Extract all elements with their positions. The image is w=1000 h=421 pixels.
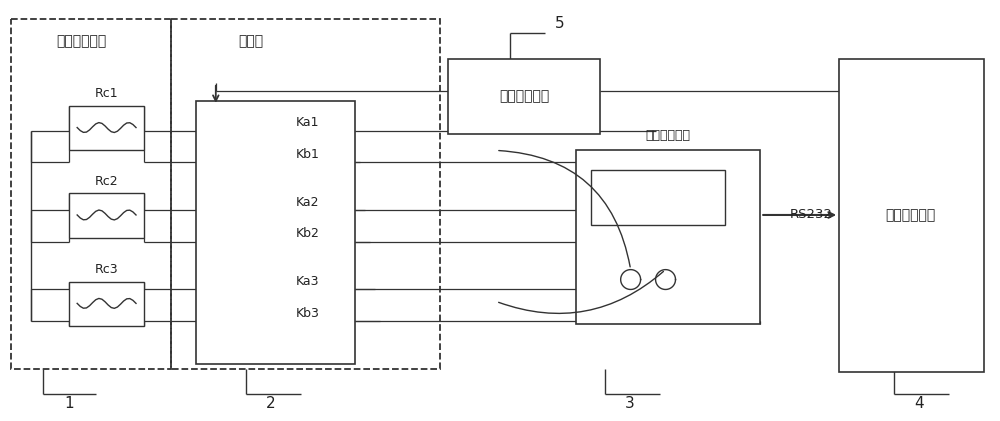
Text: Kb1: Kb1 (296, 148, 319, 161)
Text: Kb2: Kb2 (296, 227, 319, 240)
Bar (11, 19, 171, 369)
Bar (196, 101, 355, 364)
Bar (171, 19, 440, 369)
Text: 3: 3 (625, 396, 635, 411)
Bar (69, 106, 144, 150)
Bar (591, 170, 725, 225)
Text: 被测导电滑环: 被测导电滑环 (56, 34, 106, 48)
Text: 2: 2 (266, 396, 275, 411)
Text: 继电器驱动器: 继电器驱动器 (499, 89, 549, 103)
Text: Rc2: Rc2 (94, 175, 118, 188)
Bar (839, 59, 984, 372)
Text: Rc3: Rc3 (94, 263, 118, 276)
Text: 4: 4 (914, 396, 924, 411)
Text: RS232: RS232 (790, 208, 833, 221)
Text: Ka1: Ka1 (296, 116, 319, 129)
Text: Rc1: Rc1 (94, 87, 118, 100)
Text: 5: 5 (555, 16, 565, 31)
Text: Kb3: Kb3 (296, 307, 319, 320)
Text: 1: 1 (64, 396, 74, 411)
Bar (69, 282, 144, 326)
Text: 继电器: 继电器 (238, 34, 263, 48)
Bar (69, 193, 144, 238)
Text: 自动控制设备: 自动控制设备 (886, 208, 936, 222)
Bar (576, 150, 760, 324)
Text: 低电阻测试仪: 低电阻测试仪 (645, 129, 690, 142)
Text: Ka2: Ka2 (296, 196, 319, 208)
Text: Ka3: Ka3 (296, 275, 319, 288)
Bar (448, 59, 600, 133)
